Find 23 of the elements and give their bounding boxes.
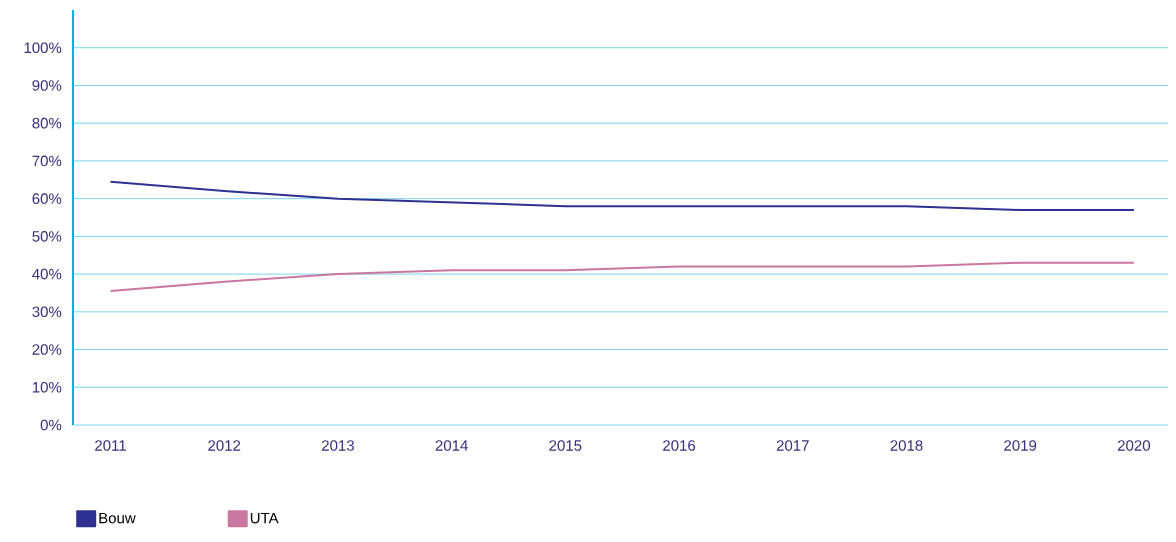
x-tick-label: 2016 bbox=[663, 440, 696, 451]
x-tick-label: 2014 bbox=[435, 440, 468, 451]
x-tick-label: 2017 bbox=[776, 440, 809, 451]
legend-label: Bouw bbox=[99, 512, 136, 524]
y-tick-label: 30% bbox=[32, 306, 62, 318]
x-tick-label: 2015 bbox=[549, 440, 582, 451]
x-tick-label: 2012 bbox=[208, 440, 241, 451]
legend-label: UTA bbox=[250, 512, 279, 524]
y-tick-label: 100% bbox=[24, 42, 62, 54]
x-tick-label: 2013 bbox=[322, 440, 354, 451]
x-tick-label: 2020 bbox=[1117, 440, 1150, 451]
y-tick-label: 20% bbox=[32, 344, 62, 355]
y-tick-label: 50% bbox=[32, 231, 62, 242]
y-tick-label: 90% bbox=[32, 80, 62, 91]
y-tick-label: 40% bbox=[32, 268, 62, 280]
y-tick-label: 60% bbox=[32, 193, 62, 204]
y-tick-label: 10% bbox=[32, 381, 62, 393]
x-tick-label: 2019 bbox=[1004, 440, 1037, 451]
y-tick-label: 70% bbox=[32, 155, 62, 167]
x-tick-label: 2011 bbox=[95, 440, 126, 451]
x-tick-label: 2018 bbox=[890, 440, 923, 451]
y-tick-label: 0% bbox=[40, 419, 62, 431]
y-tick-label: 80% bbox=[32, 117, 62, 129]
